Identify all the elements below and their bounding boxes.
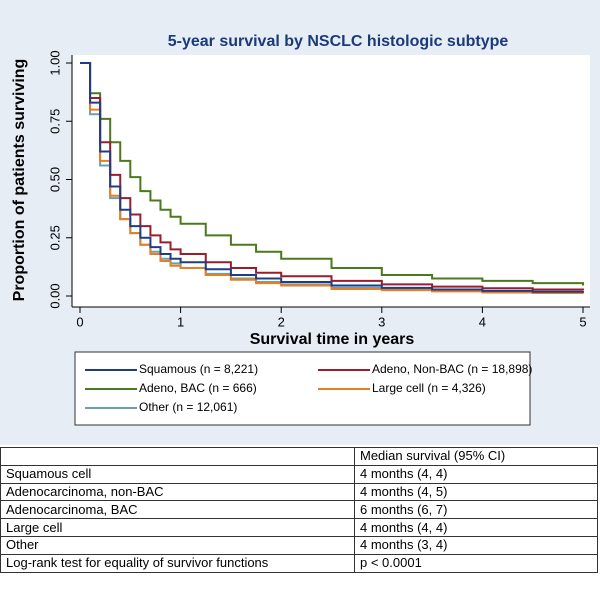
y-axis-label: Proportion of patients surviving (11, 59, 28, 302)
table-cell (0, 447, 355, 466)
y-tick-label: 0.50 (47, 167, 62, 192)
y-tick-label: 0.00 (47, 283, 62, 308)
legend-label: Adeno, Non-BAC (n = 18,898) (372, 362, 532, 376)
x-tick-label: 0 (76, 314, 83, 329)
y-tick-label: 1.00 (47, 50, 62, 75)
legend (74, 351, 531, 426)
table-row: Log-rank test for equality of survivor f… (0, 553, 598, 573)
table-row: Median survival (95% CI) (0, 447, 598, 466)
median-table: Median survival (95% CI) Squamous cell 4 m… (0, 447, 598, 573)
table-cell: Log-rank test for equality of survivor f… (0, 553, 355, 573)
table-cell: 6 months (6, 7) (354, 500, 598, 520)
survival-curve (80, 62, 584, 291)
chart: 5-year survival by NSCLC histologic subt… (0, 0, 600, 445)
table-cell: Adenocarcinoma, BAC (0, 500, 355, 520)
table-row: Adenocarcinoma, BAC 6 months (6, 7) (0, 500, 598, 520)
table-row: Other 4 months (3, 4) (0, 535, 598, 555)
legend-label: Large cell (n = 4,326) (372, 381, 486, 395)
table-cell: Median survival (95% CI) (354, 447, 598, 466)
x-tick-label: 4 (479, 314, 486, 329)
chart-title: 5-year survival by NSCLC histologic subt… (168, 33, 509, 50)
table-cell: Large cell (0, 518, 355, 537)
x-tick-label: 3 (378, 314, 385, 329)
x-tick-label: 2 (278, 314, 285, 329)
table-row: Adenocarcinoma, non-BAC 4 months (4, 5) (0, 482, 598, 502)
survival-curve (80, 62, 584, 286)
legend-label: Squamous (n = 8,221) (139, 362, 258, 376)
table-cell: Squamous cell (0, 464, 355, 484)
survival-curve (80, 62, 584, 294)
table-cell: 4 months (4, 4) (354, 518, 598, 537)
table-cell: 4 months (3, 4) (354, 535, 598, 555)
table-row: Squamous cell 4 months (4, 4) (0, 464, 598, 484)
table-row: Large cell 4 months (4, 4) (0, 518, 598, 537)
survival-curve (80, 62, 584, 293)
table-cell: 4 months (4, 4) (354, 464, 598, 484)
y-tick-label: 0.25 (47, 225, 62, 250)
legend-label: Adeno, BAC (n = 666) (139, 381, 257, 395)
table-cell: p < 0.0001 (354, 553, 598, 573)
y-tick-label: 0.75 (47, 109, 62, 134)
legend-label: Other (n = 12,061) (139, 400, 237, 414)
table-cell: Other (0, 535, 355, 555)
x-tick-label: 5 (579, 314, 586, 329)
x-tick-label: 1 (177, 314, 184, 329)
table-cell: Adenocarcinoma, non-BAC (0, 482, 355, 502)
table-cell: 4 months (4, 5) (354, 482, 598, 502)
x-axis-label: Survival time in years (250, 331, 415, 348)
plot-area (72, 55, 590, 307)
